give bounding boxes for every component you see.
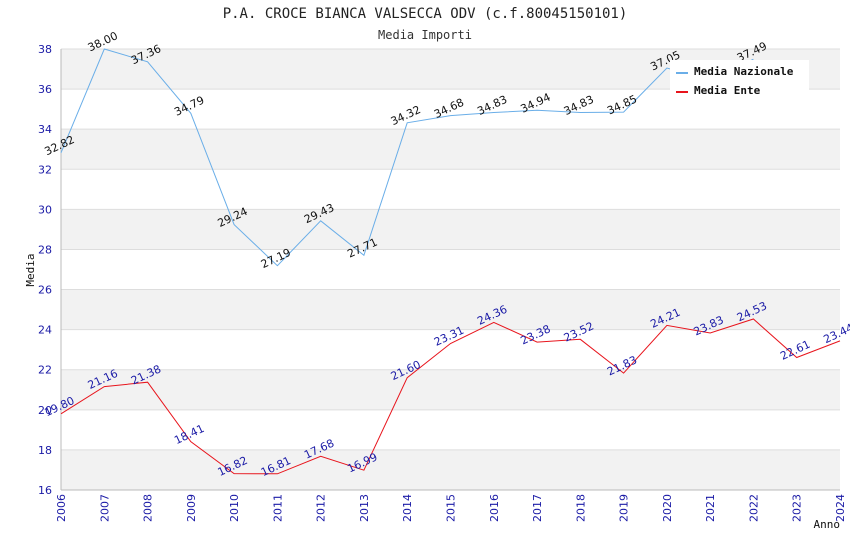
data-label: 18.41 xyxy=(172,422,206,447)
x-tick-label: 2015 xyxy=(445,494,458,522)
grid-band xyxy=(61,449,840,490)
axes xyxy=(60,49,840,491)
series-line-media-nazionale xyxy=(60,48,754,267)
x-axis-label: Anno xyxy=(814,518,841,531)
x-tick-label: 2014 xyxy=(401,494,414,522)
x-tick-label: 2024 xyxy=(834,494,847,522)
y-tick-label: 20 xyxy=(38,404,52,417)
chart-subtitle: Media Importi xyxy=(378,28,472,42)
x-tick-label: 2016 xyxy=(488,494,501,522)
x-tick-label: 2018 xyxy=(574,494,587,522)
y-tick-label: 18 xyxy=(38,444,52,457)
grid-band xyxy=(61,129,840,170)
y-tick-label: 26 xyxy=(38,284,52,297)
data-label: 34.85 xyxy=(605,92,639,117)
y-tick-label: 36 xyxy=(38,83,52,96)
series-lines xyxy=(60,48,841,475)
x-tick-label: 2009 xyxy=(185,494,198,522)
x-tick-labels: 2006 2007 2008 2009 2010 2011 2012 2013 2014 2015… xyxy=(55,494,847,522)
x-tick-label: 2007 xyxy=(98,494,111,522)
data-label: 22.61 xyxy=(778,338,812,363)
x-tick-label: 2010 xyxy=(228,494,241,522)
x-tick-label: 2022 xyxy=(747,494,760,522)
x-tick-label: 2008 xyxy=(142,494,155,522)
legend-box xyxy=(670,60,809,100)
y-tick-label: 32 xyxy=(38,163,52,176)
data-label: 34.32 xyxy=(389,103,423,128)
data-label: 34.68 xyxy=(432,96,466,121)
series-line-media-ente xyxy=(60,318,841,475)
chart-title: P.A. CROCE BIANCA VALSECCA ODV (c.f.8004… xyxy=(223,6,628,22)
x-tick-label: 2012 xyxy=(315,494,328,522)
y-tick-labels: 16 18 20 22 24 26 28 30 32 34 36 38 xyxy=(38,43,52,497)
x-tick-label: 2021 xyxy=(704,494,717,522)
y-tick-label: 30 xyxy=(38,203,52,216)
data-label: 34.94 xyxy=(519,91,553,116)
data-label: 19.80 xyxy=(42,394,76,419)
y-tick-label: 22 xyxy=(38,364,52,377)
y-tick-label: 24 xyxy=(38,324,52,337)
y-axis-label: Media xyxy=(24,253,37,286)
x-tick-label: 2006 xyxy=(55,494,68,522)
legend-label-media-nazionale: Media Nazionale xyxy=(694,65,794,78)
x-tick-label: 2019 xyxy=(618,494,631,522)
x-tick-label: 2013 xyxy=(358,494,371,522)
grid-band xyxy=(61,209,840,250)
x-tick-label: 2017 xyxy=(531,494,544,522)
data-label: 34.83 xyxy=(562,93,596,118)
x-tick-label: 2023 xyxy=(791,494,804,522)
y-tick-label: 38 xyxy=(38,43,52,56)
x-tick-label: 2011 xyxy=(271,494,284,522)
y-tick-label: 16 xyxy=(38,484,52,497)
y-tick-label: 34 xyxy=(38,123,52,136)
data-label: 34.83 xyxy=(475,93,509,118)
grid-band xyxy=(61,289,840,330)
x-tick-label: 2020 xyxy=(661,494,674,522)
y-tick-label: 28 xyxy=(38,243,52,256)
legend-label-media-ente: Media Ente xyxy=(694,84,761,97)
grid-band xyxy=(61,369,840,410)
legend: Media Nazionale Media Ente xyxy=(670,60,809,100)
